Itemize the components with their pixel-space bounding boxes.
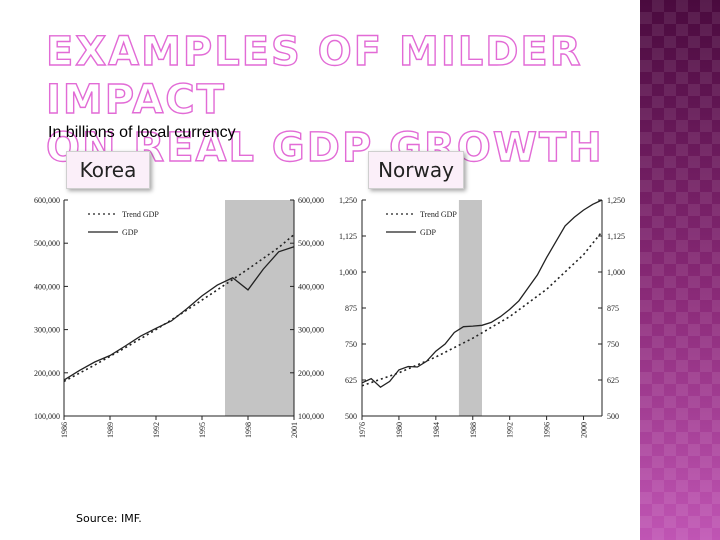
decorative-sidebar (640, 0, 720, 540)
korea-y-tick-label-right: 600,000 (298, 196, 324, 205)
norway-x-tick-label: 1988 (469, 422, 478, 438)
korea-y-tick-label-left: 100,000 (34, 412, 60, 421)
units-subtitle: In billions of local currency (48, 124, 236, 141)
norway-y-tick-label-left: 500 (345, 412, 357, 421)
norway-x-tick-label: 2000 (580, 422, 589, 438)
korea-x-tick-label: 2001 (290, 422, 299, 438)
norway-y-tick-label-left: 750 (345, 340, 357, 349)
korea-y-tick-label-right: 100,000 (298, 412, 324, 421)
korea-y-tick-label-left: 200,000 (34, 369, 60, 378)
norway-chart-title: Norway (368, 151, 464, 189)
korea-x-tick-label: 1995 (198, 422, 207, 438)
korea-series-trend-gdp (63, 233, 295, 383)
korea-y-tick-label-left: 400,000 (34, 282, 60, 291)
norway-y-tick-label-left: 875 (345, 304, 357, 313)
norway-shaded-region (458, 200, 482, 416)
korea-y-tick-label-right: 200,000 (298, 369, 324, 378)
korea-legend-label: Trend GDP (122, 210, 159, 219)
korea-y-tick-label-right: 300,000 (298, 326, 324, 335)
norway-x-tick-label: 1996 (543, 422, 552, 438)
norway-series-trend-gdp (361, 231, 603, 387)
korea-series-gdp (63, 246, 295, 381)
norway-y-tick-label-right: 1,250 (607, 196, 625, 205)
norway-y-tick-label-left: 1,125 (339, 232, 357, 241)
norway-legend-label: GDP (420, 228, 437, 237)
norway-x-tick-label: 1980 (395, 422, 404, 438)
korea-x-tick-label: 1989 (106, 422, 115, 438)
slide-title-line1: EXAMPLES OF MILDER IMPACT (45, 28, 583, 123)
norway-y-tick-label-left: 1,000 (339, 268, 357, 277)
norway-x-tick-label: 1976 (358, 422, 367, 438)
norway-y-tick-label-right: 1,125 (607, 232, 625, 241)
korea-shaded-region (225, 200, 294, 416)
korea-x-tick-label: 1986 (60, 422, 69, 438)
korea-x-tick-label: 1992 (152, 422, 161, 438)
korea-y-tick-label-left: 600,000 (34, 196, 60, 205)
norway-y-tick-label-right: 625 (607, 376, 619, 385)
norway-y-tick-label-left: 625 (345, 376, 357, 385)
charts-canvas: 100,000 100,000 200,000 200,000 300,000 300,0… (34, 196, 625, 438)
norway-x-tick-label: 1992 (506, 422, 515, 438)
korea-y-tick-label-left: 500,000 (34, 239, 60, 248)
norway-series-gdp (361, 199, 603, 389)
norway-y-tick-label-right: 750 (607, 340, 619, 349)
korea-y-tick-label-left: 300,000 (34, 326, 60, 335)
norway-y-tick-label-right: 875 (607, 304, 619, 313)
norway-y-tick-label-right: 500 (607, 412, 619, 421)
korea-x-tick-label: 1998 (244, 422, 253, 438)
korea-y-tick-label-right: 400,000 (298, 282, 324, 291)
korea-chart-title: Korea (66, 151, 150, 189)
source-note: Source: IMF. (76, 512, 142, 525)
korea-y-tick-label-right: 500,000 (298, 239, 324, 248)
korea-legend-label: GDP (122, 228, 139, 237)
norway-y-tick-label-right: 1,000 (607, 268, 625, 277)
norway-y-tick-label-left: 1,250 (339, 196, 357, 205)
norway-x-tick-label: 1984 (432, 422, 441, 438)
norway-legend-label: Trend GDP (420, 210, 457, 219)
